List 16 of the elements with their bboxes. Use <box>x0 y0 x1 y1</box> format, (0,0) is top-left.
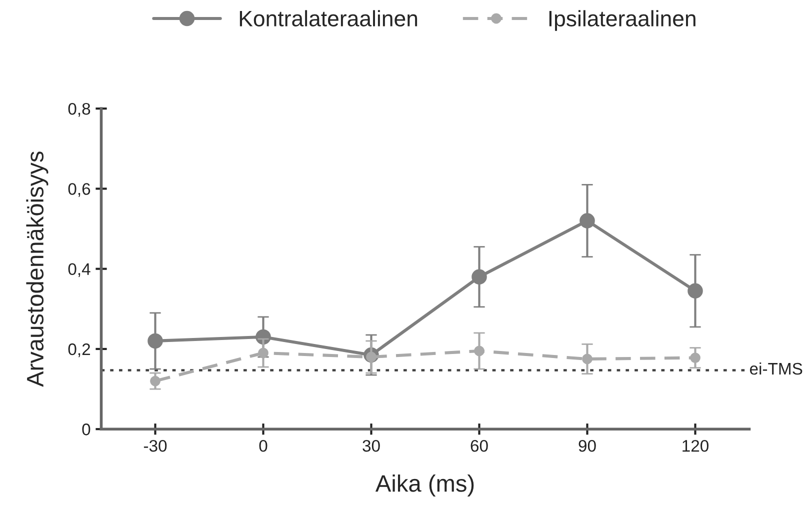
x-axis-title: Aika (ms) <box>375 474 474 497</box>
x-tick-label: 120 <box>682 440 709 452</box>
legend-label: Ipsilateraalinen <box>549 10 696 31</box>
legend-label: Kontralateraalinen <box>240 10 418 26</box>
x-tick-label: 30 <box>362 440 380 452</box>
y-tick-label: 0 <box>82 424 90 436</box>
y-tick-label: 0,8 <box>68 102 90 117</box>
x-tick-label: 0 <box>259 440 268 452</box>
x-tick-label: 90 <box>578 440 596 452</box>
y-tick-label: 0,4 <box>68 263 90 278</box>
y-axis-title: Arvaustodennäköisyys <box>26 152 48 387</box>
x-tick-label: 60 <box>470 440 488 452</box>
x-tick-label: -30 <box>144 440 167 452</box>
ref-line-label: ei-TMS <box>750 362 802 375</box>
y-tick-label: 0,6 <box>68 183 90 197</box>
y-tick-label: 0,2 <box>68 343 90 358</box>
